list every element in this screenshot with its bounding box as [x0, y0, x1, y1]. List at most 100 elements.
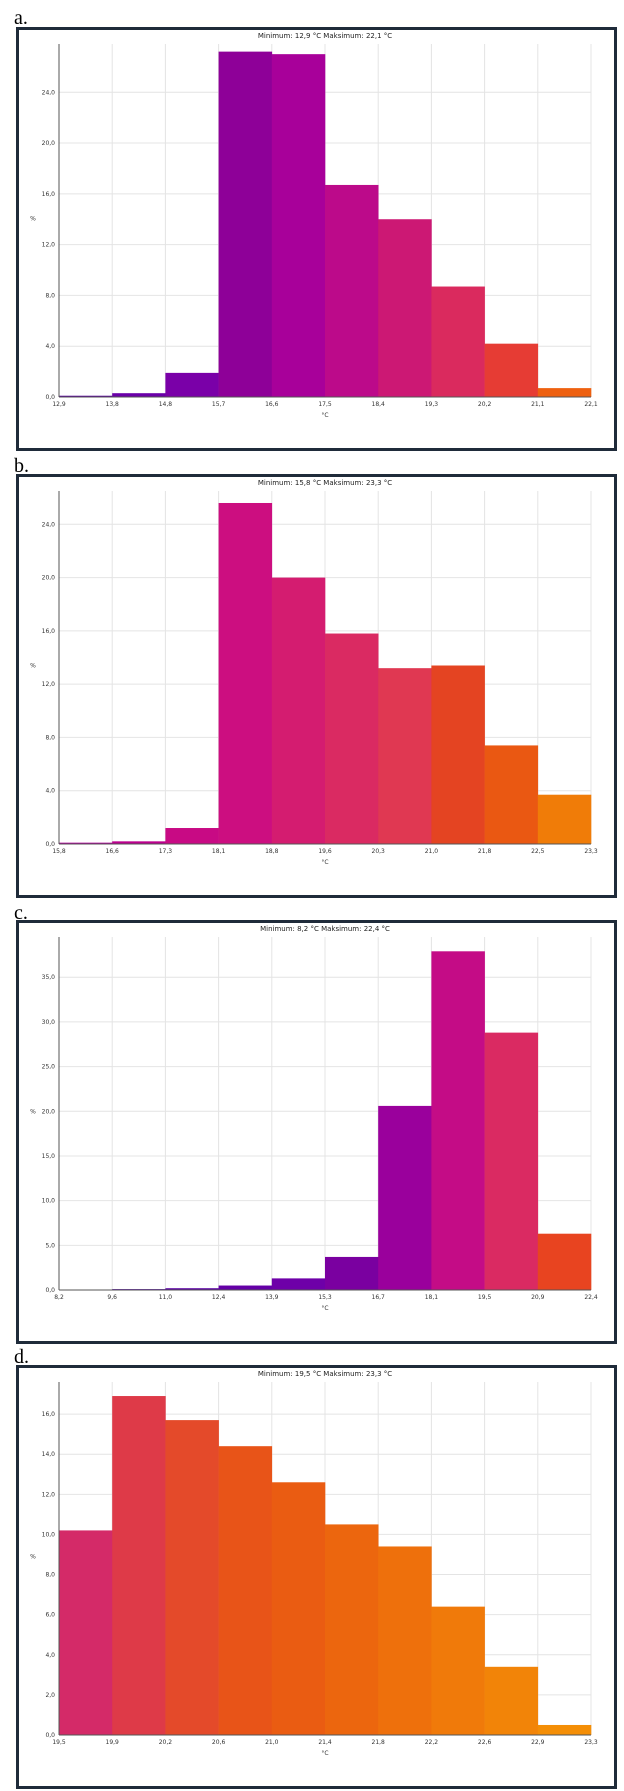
histogram-c: 8,2 9,6 11,0 12,4 13,9 15,3 16,7 18,1 19,5 20,9 22…: [16, 920, 617, 1344]
y-tick-label: 12,0: [42, 1491, 56, 1498]
histogram-bar: [484, 1032, 539, 1290]
histogram-bar: [271, 577, 326, 844]
chart-title: Minimum: 15,8 °C Maksimum: 23,3 °C: [258, 479, 392, 487]
y-tick-label: 0,0: [45, 1732, 55, 1739]
x-axis-label: °C: [321, 412, 328, 419]
x-axis-label: °C: [321, 859, 328, 866]
y-tick-label: 24,0: [42, 89, 56, 96]
histogram-bar: [165, 1420, 219, 1735]
y-tick-label: 12,0: [42, 242, 56, 249]
x-tick-label: 23,3: [584, 848, 598, 855]
histogram-bar: [431, 1606, 485, 1735]
x-tick-label: 15,3: [318, 1294, 332, 1301]
x-tick-label: 23,3: [584, 1739, 598, 1746]
y-axis-label: %: [30, 1554, 36, 1561]
histogram-bar: [537, 388, 592, 397]
chart-title: Minimum: 12,9 °C Maksimum: 22,1 °C: [258, 32, 392, 40]
histogram-bar: [112, 393, 166, 397]
histogram-bar: [271, 1482, 326, 1735]
x-tick-label: 22,5: [531, 848, 545, 855]
histogram-b: 15,8 16,6 17,3 18,1 18,8 19,6 20,3 21,0 21,8 22,5…: [16, 474, 617, 898]
histogram-bar: [431, 951, 485, 1290]
x-tick-label: 16,6: [106, 848, 120, 855]
histogram-bar: [378, 1546, 432, 1735]
x-tick-label: 20,3: [372, 848, 386, 855]
y-tick-label: 16,0: [42, 628, 56, 635]
histogram-bar: [112, 1396, 166, 1735]
x-tick-label: 21,8: [478, 848, 492, 855]
x-tick-label: 21,0: [425, 848, 439, 855]
histogram-bar: [431, 286, 485, 397]
x-tick-label: 8,2: [54, 1294, 64, 1301]
x-tick-label: 22,2: [425, 1739, 439, 1746]
histogram-bar: [325, 1524, 379, 1735]
x-tick-label: 20,6: [212, 1739, 226, 1746]
y-tick-label: 20,0: [42, 1108, 56, 1115]
x-axis-label: °C: [321, 1750, 328, 1757]
y-tick-label: 8,0: [45, 292, 55, 299]
histogram-bar: [165, 372, 219, 397]
x-tick-label: 12,9: [52, 401, 66, 408]
panel-label-d: d.: [14, 1346, 29, 1368]
y-axis-label: %: [30, 1109, 36, 1116]
chart-title: Minimum: 8,2 °C Maksimum: 22,4 °C: [260, 925, 390, 933]
x-tick-label: 16,7: [372, 1294, 386, 1301]
histogram-bar: [537, 794, 592, 844]
panel-label-c: c.: [14, 902, 28, 924]
x-tick-label: 21,8: [372, 1739, 386, 1746]
y-tick-label: 0,0: [45, 1287, 55, 1294]
y-tick-label: 15,0: [42, 1153, 56, 1160]
x-tick-label: 14,8: [159, 401, 173, 408]
x-tick-label: 20,9: [531, 1294, 545, 1301]
y-axis-label: %: [30, 216, 36, 223]
y-tick-label: 25,0: [42, 1064, 56, 1071]
y-tick-label: 6,0: [45, 1612, 55, 1619]
histogram-bar: [378, 1105, 432, 1290]
histogram-bar: [59, 842, 113, 844]
y-tick-label: 8,0: [45, 1572, 55, 1579]
x-tick-label: 19,6: [318, 848, 332, 855]
y-tick-label: 5,0: [45, 1242, 55, 1249]
y-tick-label: 10,0: [42, 1198, 56, 1205]
y-tick-label: 14,0: [42, 1451, 56, 1458]
x-tick-label: 21,1: [531, 401, 545, 408]
chart-svg-a: 12,9 13,8 14,8 15,7 16,6 17,5 18,4 19,3 20,2 21,1…: [30, 32, 598, 419]
histogram-bar: [59, 1530, 113, 1735]
histogram-d: 19,5 19,9 20,2 20,6 21,0 21,4 21,8 22,2 22,6 22,9…: [16, 1365, 617, 1789]
chart-svg-c: 8,2 9,6 11,0 12,4 13,9 15,3 16,7 18,1 19,5 20,9 22…: [30, 925, 598, 1312]
histogram-bar: [431, 665, 485, 844]
x-tick-label: 22,6: [478, 1739, 492, 1746]
y-tick-label: 4,0: [45, 788, 55, 795]
y-tick-label: 2,0: [45, 1692, 55, 1699]
x-tick-label: 20,2: [159, 1739, 173, 1746]
histogram-bar: [378, 668, 432, 844]
panel-label-b: b.: [14, 455, 29, 477]
y-tick-label: 35,0: [42, 974, 56, 981]
histogram-bar: [271, 54, 326, 398]
histogram-bar: [537, 1724, 592, 1735]
y-tick-label: 4,0: [45, 343, 55, 350]
histogram-bar: [484, 1666, 539, 1735]
x-tick-label: 21,4: [318, 1739, 332, 1746]
x-tick-label: 19,5: [478, 1294, 492, 1301]
histogram-bar: [484, 343, 539, 397]
y-tick-label: 30,0: [42, 1019, 56, 1026]
x-tick-label: 22,1: [584, 401, 598, 408]
histogram-bar: [325, 184, 379, 397]
y-tick-label: 12,0: [42, 681, 56, 688]
panel-label-a: a.: [14, 7, 28, 29]
y-tick-label: 10,0: [42, 1531, 56, 1538]
histogram-bar: [165, 1288, 219, 1290]
histogram-bar: [537, 1233, 592, 1290]
x-tick-label: 17,5: [318, 401, 332, 408]
histogram-bar: [218, 1285, 273, 1290]
x-tick-label: 18,1: [425, 1294, 439, 1301]
x-tick-label: 21,0: [265, 1739, 279, 1746]
y-tick-label: 0,0: [45, 841, 55, 848]
histogram-bar: [218, 502, 273, 844]
x-tick-label: 18,8: [265, 848, 279, 855]
x-tick-label: 17,3: [159, 848, 173, 855]
histogram-bar: [271, 1278, 326, 1290]
histogram-bar: [484, 745, 539, 844]
histogram-a: 12,9 13,8 14,8 15,7 16,6 17,5 18,4 19,3 20,2 21,1…: [16, 27, 617, 451]
